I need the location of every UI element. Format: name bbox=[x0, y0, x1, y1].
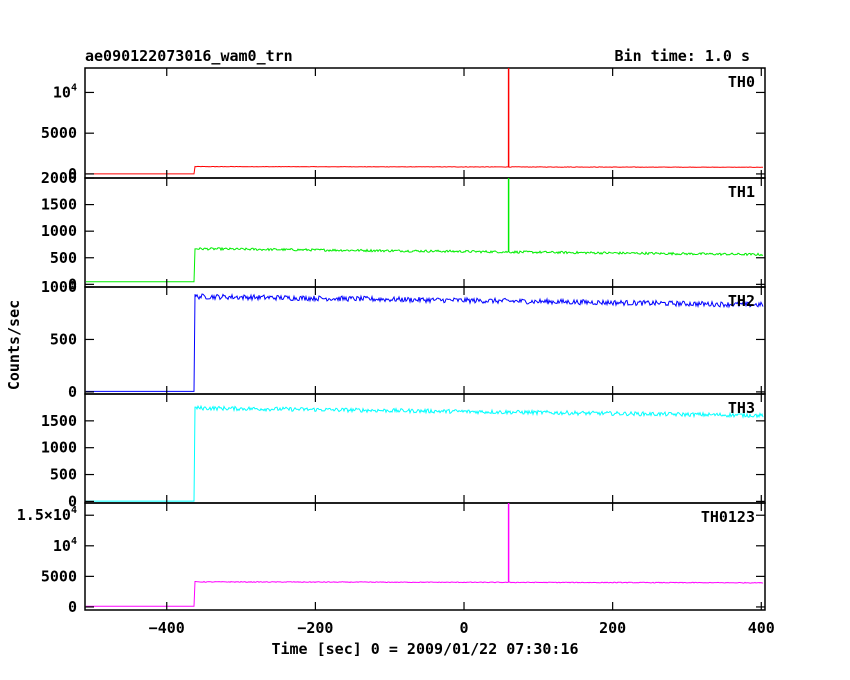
y-axis-label: Counts/sec bbox=[5, 300, 23, 390]
bin-time-label: Bin time: 1.0 s bbox=[615, 47, 750, 65]
x-axis-label: Time [sec] 0 = 2009/01/22 07:30:16 bbox=[271, 640, 578, 658]
series-line-TH3 bbox=[86, 404, 764, 502]
y-tick-label-TH0123: 1.5×104 bbox=[17, 505, 77, 524]
y-tick-label-TH3: 1000 bbox=[41, 439, 77, 457]
y-tick-label-TH0: 5000 bbox=[41, 124, 77, 142]
panel-label-TH0123: TH0123 bbox=[701, 508, 755, 526]
x-tick-label: −400 bbox=[149, 619, 185, 637]
y-tick-label-TH2: 500 bbox=[50, 330, 77, 348]
series-line-TH0123 bbox=[86, 580, 764, 607]
y-tick-label-TH1: 0 bbox=[68, 275, 77, 293]
y-tick-label-TH3: 1500 bbox=[41, 412, 77, 430]
series-line-TH1 bbox=[86, 246, 764, 283]
chart-title: ae090122073016_wam0_trn bbox=[85, 47, 293, 65]
y-tick-label-TH2: 0 bbox=[68, 383, 77, 401]
panel-label-TH2: TH2 bbox=[728, 292, 755, 310]
series-line-TH2 bbox=[86, 292, 764, 392]
panel-label-TH3: TH3 bbox=[728, 399, 755, 417]
series-line-TH0 bbox=[86, 165, 763, 175]
y-tick-label-TH0: 0 bbox=[68, 165, 77, 183]
x-tick-label: 200 bbox=[599, 619, 626, 637]
y-tick-label-TH3: 500 bbox=[50, 466, 77, 484]
x-tick-label: −200 bbox=[297, 619, 333, 637]
y-tick-label-TH1: 500 bbox=[50, 249, 77, 267]
panel-label-TH0: TH0 bbox=[728, 73, 755, 91]
y-tick-label-TH1: 1000 bbox=[41, 222, 77, 240]
panel-label-TH1: TH1 bbox=[728, 183, 755, 201]
y-tick-label-TH1: 1500 bbox=[41, 196, 77, 214]
x-tick-label: 0 bbox=[460, 619, 469, 637]
panel-frame-TH0 bbox=[84, 67, 766, 179]
panel-frame-TH2 bbox=[84, 286, 766, 395]
y-tick-label-TH3: 0 bbox=[68, 492, 77, 510]
y-tick-label-TH1: 2000 bbox=[41, 169, 77, 187]
panel-frame-TH0123 bbox=[84, 502, 766, 611]
y-tick-label-TH0123: 0 bbox=[68, 598, 77, 616]
x-tick-label: 400 bbox=[748, 619, 775, 637]
panels-group: 10450000TH02000150010005000TH110005000TH… bbox=[17, 67, 775, 637]
y-tick-label-TH0123: 5000 bbox=[41, 567, 77, 585]
y-tick-label-TH2: 1000 bbox=[41, 278, 77, 296]
y-tick-label-TH0: 104 bbox=[53, 82, 77, 101]
panel-frame-TH1 bbox=[84, 177, 766, 288]
y-tick-label-TH0123: 104 bbox=[53, 536, 77, 555]
